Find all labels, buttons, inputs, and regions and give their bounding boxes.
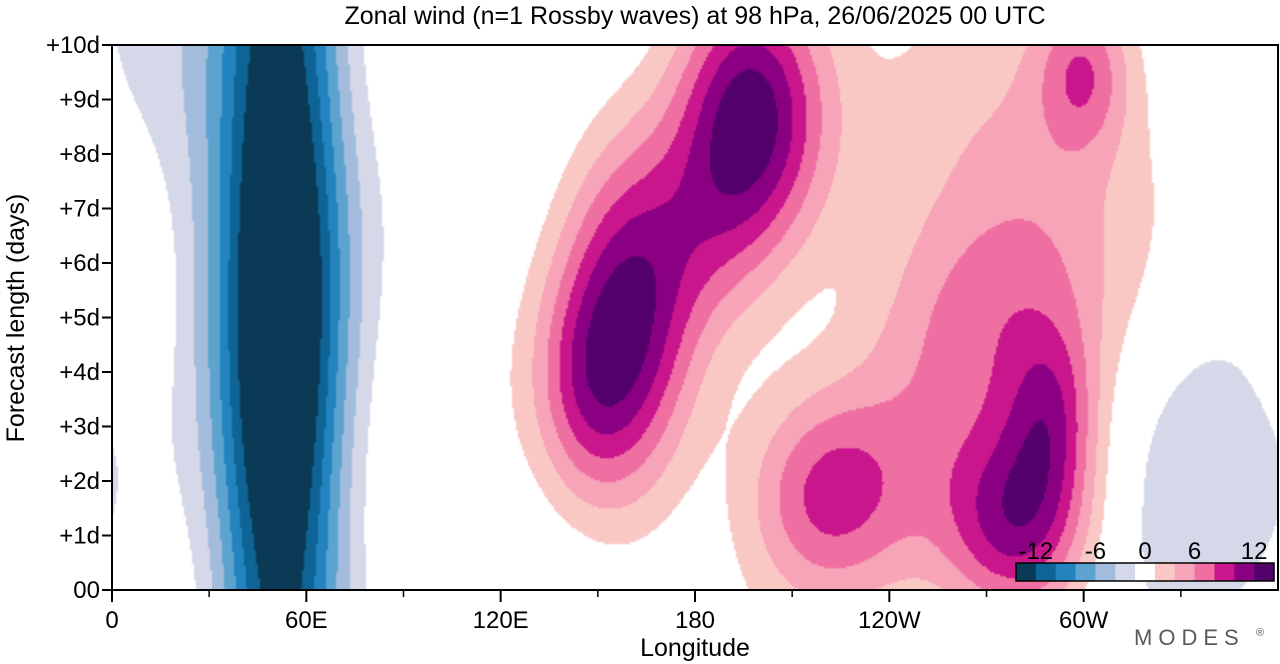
x-tick-label-0: 0 bbox=[105, 607, 118, 634]
x-tick-label-5: 60W bbox=[1059, 607, 1109, 634]
colorbar-swatch-10 bbox=[1214, 563, 1235, 581]
colorbar-swatch-0 bbox=[1016, 563, 1037, 581]
colorbar-swatch-7 bbox=[1154, 563, 1176, 581]
colorbar-swatch-11 bbox=[1234, 563, 1255, 581]
colorbar-label-1: -6 bbox=[1085, 538, 1106, 565]
y-tick-label-1: +1d bbox=[59, 523, 100, 550]
colorbar-swatch-4 bbox=[1095, 563, 1116, 581]
y-axis-title: Forecast length (days) bbox=[2, 194, 30, 443]
colorbar-frame bbox=[1015, 562, 1275, 582]
x-tick-label-3: 180 bbox=[675, 607, 715, 634]
colorbar-swatch-2 bbox=[1055, 563, 1077, 581]
colorbar-swatch-12 bbox=[1254, 563, 1275, 581]
colorbar-swatch-8 bbox=[1174, 563, 1196, 581]
y-tick-label-0: 00 bbox=[73, 577, 100, 604]
colorbar-swatch-6 bbox=[1135, 563, 1156, 581]
brand-mark: ® bbox=[1256, 627, 1264, 639]
x-axis: 0 60E 120E 180 120W 60W bbox=[105, 590, 1182, 634]
heatmap-field bbox=[112, 45, 1278, 590]
colorbar-label-0: -12 bbox=[1019, 538, 1054, 565]
colorbar-swatch-5 bbox=[1115, 563, 1136, 581]
y-tick-label-3: +3d bbox=[59, 414, 100, 441]
x-tick-label-1: 60E bbox=[285, 607, 328, 634]
y-tick-label-6: +6d bbox=[59, 250, 100, 277]
colorbar-label-2: 0 bbox=[1138, 538, 1151, 565]
colorbar-swatch-3 bbox=[1075, 563, 1096, 581]
x-tick-label-2: 120E bbox=[473, 607, 529, 634]
x-tick-label-4: 120W bbox=[858, 607, 921, 634]
colorbar-swatch-9 bbox=[1194, 563, 1215, 581]
x-axis-title: Longitude bbox=[640, 634, 750, 662]
y-axis: 00 +1d +2d +3d +4d +5d +6d +7d +8d +9d +10d bbox=[46, 32, 112, 604]
y-tick-label-9: +9d bbox=[59, 87, 100, 114]
y-tick-label-2: +2d bbox=[59, 468, 100, 495]
brand-text: MODES bbox=[1134, 625, 1245, 650]
chart-title: Zonal wind (n=1 Rossby waves) at 98 hPa,… bbox=[344, 2, 1045, 30]
colorbar-label-3: 6 bbox=[1188, 538, 1201, 565]
colorbar-swatch-1 bbox=[1035, 563, 1057, 581]
colorbar: -12 -6 0 6 12 bbox=[1015, 538, 1275, 582]
y-tick-label-5: +5d bbox=[59, 305, 100, 332]
colorbar-label-4: 12 bbox=[1241, 538, 1268, 565]
y-tick-label-10: +10d bbox=[46, 32, 100, 59]
brand-logo: MODES ® bbox=[1134, 625, 1264, 650]
y-tick-label-8: +8d bbox=[59, 141, 100, 168]
y-tick-label-7: +7d bbox=[59, 196, 100, 223]
y-tick-label-4: +4d bbox=[59, 359, 100, 386]
